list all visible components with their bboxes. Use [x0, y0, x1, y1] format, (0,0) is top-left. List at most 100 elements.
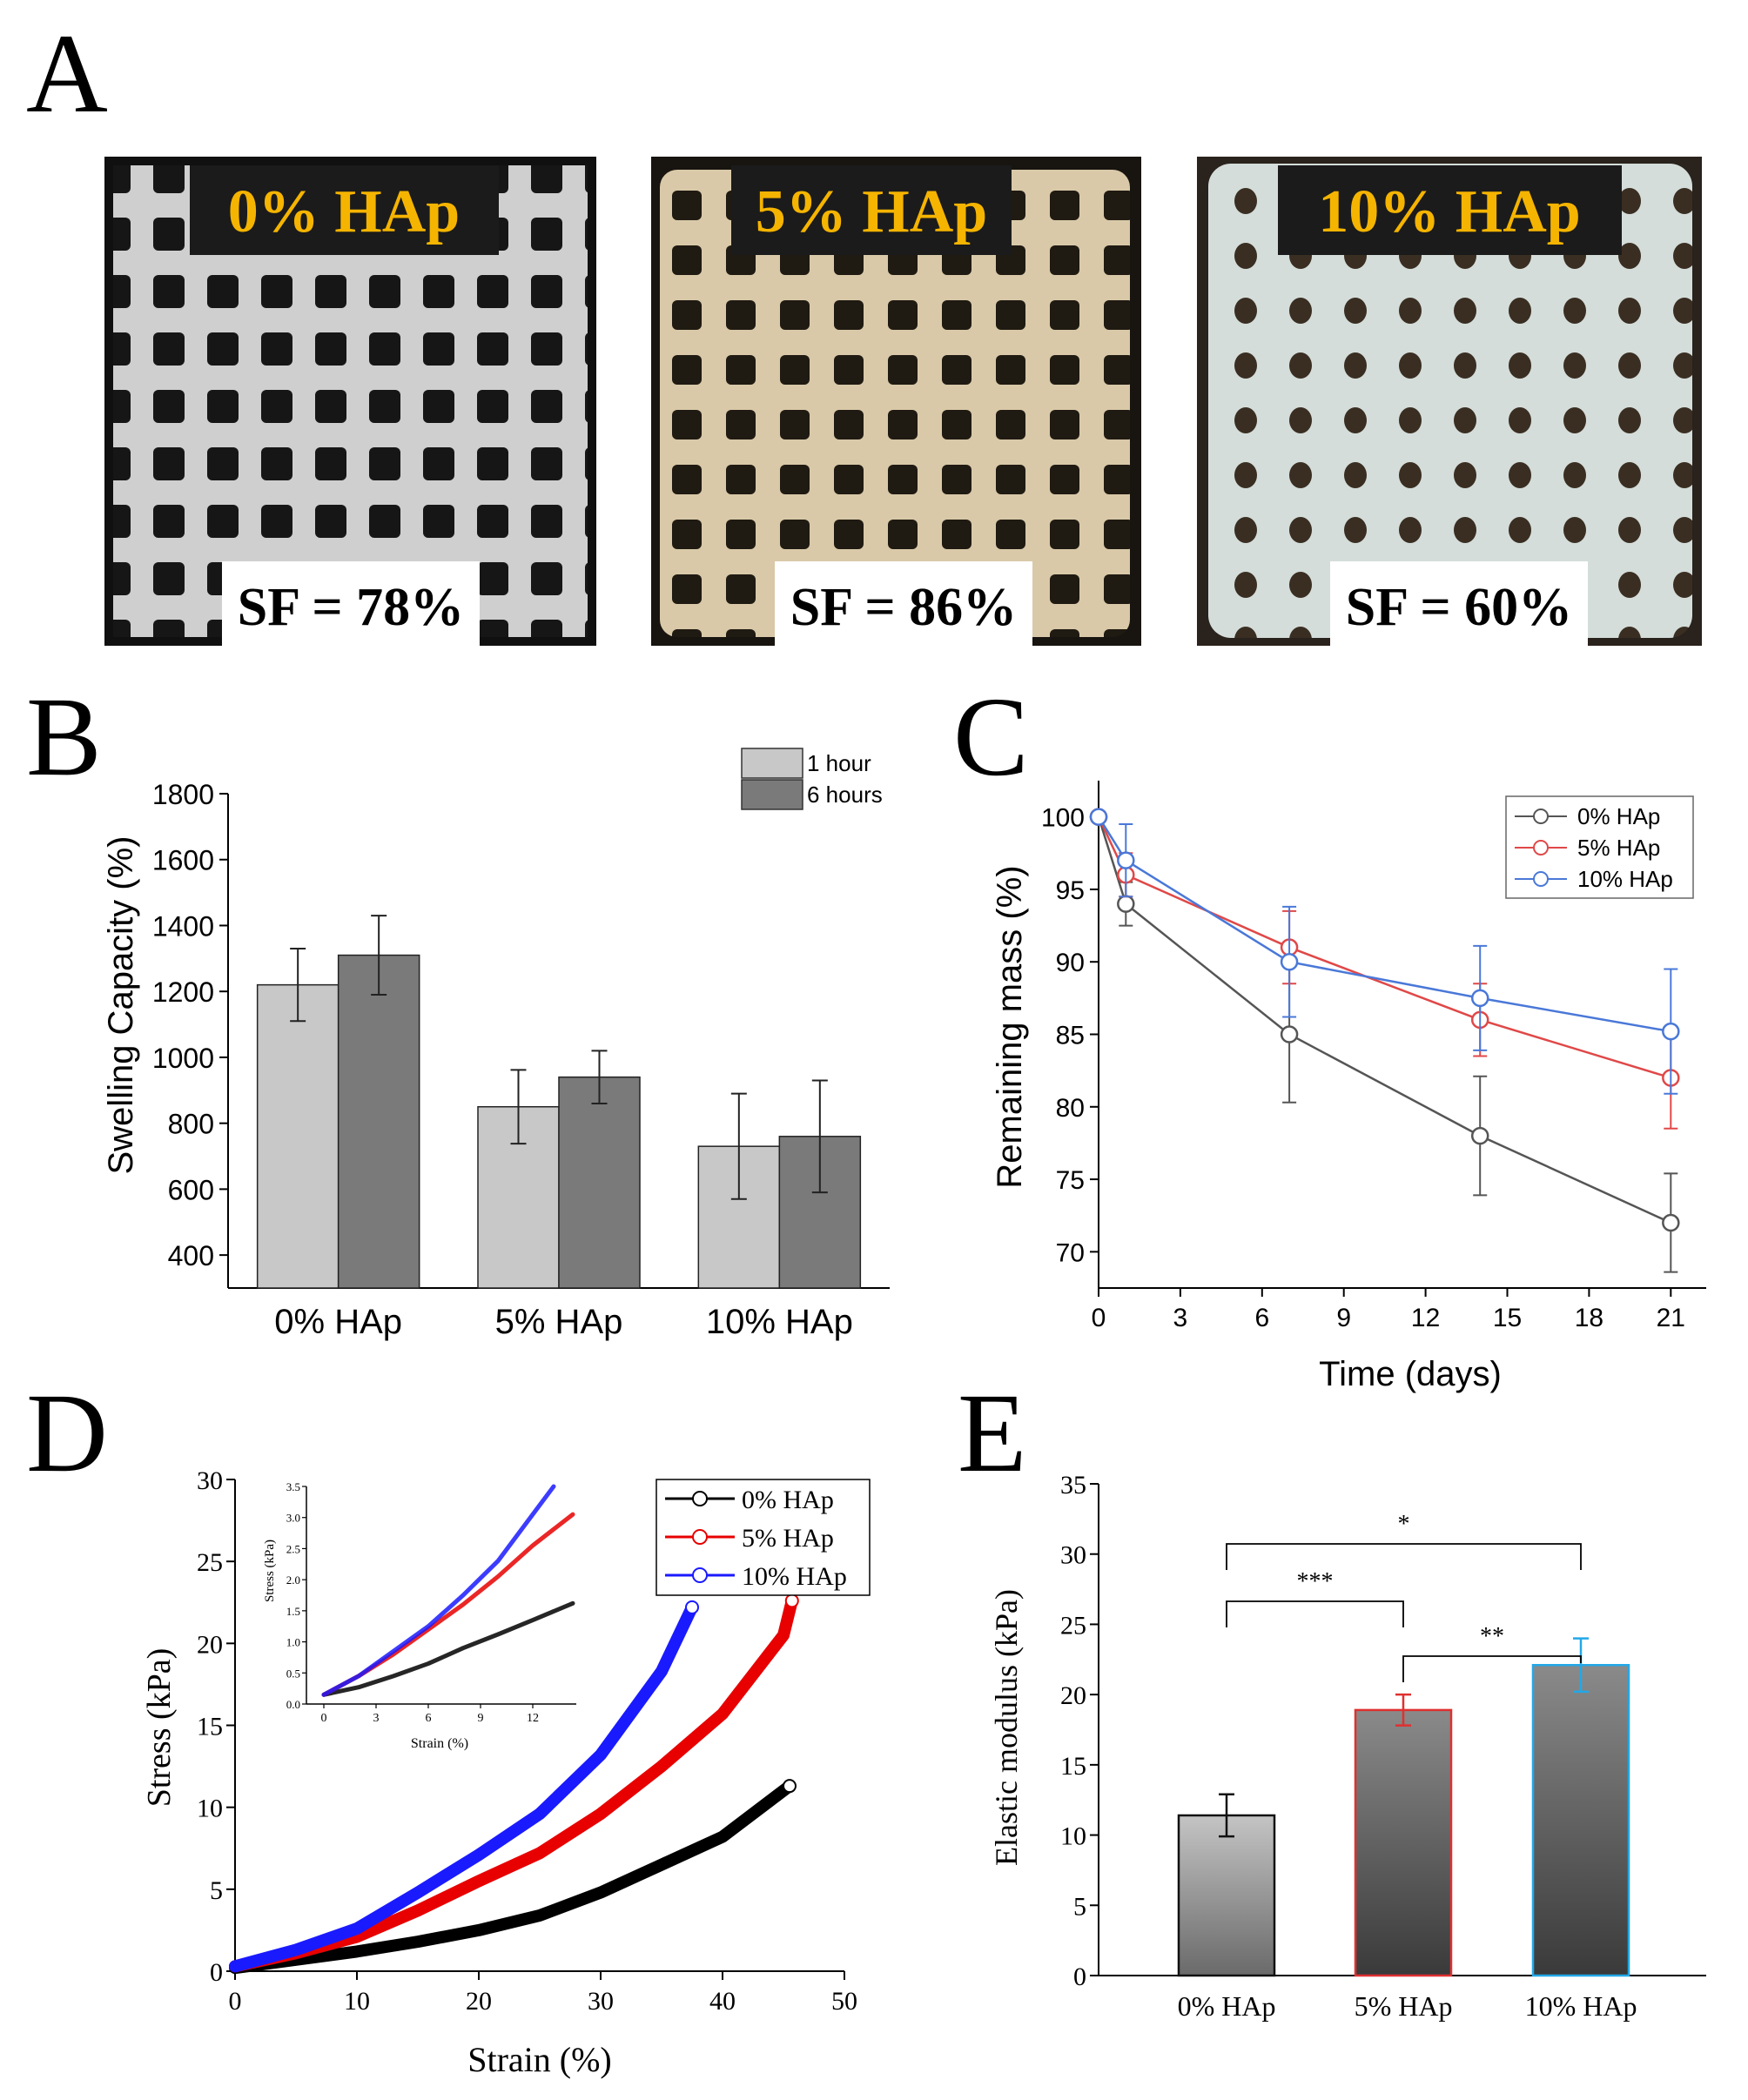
y-tick-label: 90 [1056, 949, 1085, 977]
y-tick-label: 95 [1056, 876, 1085, 905]
legend-label-d-0: 0% HAp [742, 1486, 834, 1514]
y-tick-label: 400 [168, 1240, 214, 1271]
y-tick-label: 85 [1056, 1022, 1085, 1050]
x-tick-label: 30 [588, 1987, 614, 2016]
stress-curve [229, 1594, 798, 1973]
y-tick-label: 25 [197, 1548, 223, 1577]
y-tick-label: 15 [1060, 1752, 1086, 1781]
data-point [1117, 851, 1135, 869]
photo-label-5-hap: 5% HAp [756, 178, 987, 245]
x-tick-label: 12 [1411, 1304, 1440, 1332]
x-tick-label: 5% HAp [1355, 1990, 1453, 2022]
bar [256, 983, 340, 1289]
data-point [1089, 808, 1108, 826]
inset-x-tick-label: 0 [321, 1712, 327, 1725]
inset-x-tick-label: 6 [426, 1712, 432, 1725]
significance-bracket [1402, 1655, 1582, 1682]
chart-b-legend: 1 hour 6 hours [740, 747, 893, 811]
photo-10-hap: 10% HAp SF = 60% [1197, 157, 1702, 648]
curve-end-marker [783, 1779, 797, 1794]
x-tick-label: 0% HAp [274, 1303, 402, 1341]
curve-end-marker [685, 1600, 699, 1614]
legend-marker-c-0 [1533, 808, 1549, 824]
legend-label-d-1: 5% HAp [742, 1524, 834, 1553]
y-tick-label: 1200 [152, 976, 214, 1008]
inset-background [306, 1486, 576, 1704]
chart-b-ylabel: Swelling Capacity (%) [102, 835, 140, 1174]
panel-label-b: B [26, 674, 102, 800]
y-tick-label: 1600 [152, 845, 214, 876]
y-tick-label: 20 [1060, 1681, 1086, 1710]
inset-y-tick-label: 3.5 [286, 1480, 300, 1493]
x-tick-label: 10 [344, 1987, 370, 2016]
data-point [1117, 895, 1135, 913]
x-tick-label: 9 [1336, 1304, 1351, 1332]
y-tick-label: 25 [1060, 1611, 1086, 1640]
x-tick-label: 6 [1254, 1304, 1269, 1332]
legend-label-1-hour: 1 hour [807, 750, 871, 776]
y-tick-label: 10 [1060, 1822, 1086, 1851]
sf-label-0-hap: SF = 78% [238, 578, 464, 637]
significance-bracket [1226, 1600, 1404, 1627]
x-tick-label: 50 [831, 1987, 857, 2016]
bar [1531, 1663, 1630, 1977]
chart-d-inset: 0.0 0.5 1.0 1.5 2.0 2.5 3.0 3.5 0 3 6 9 12 [286, 1480, 576, 1725]
y-tick-label: 1000 [152, 1043, 214, 1074]
panel-label-a: A [26, 11, 108, 137]
sf-label-10-hap: SF = 60% [1346, 578, 1572, 637]
inset-y-tick-label: 1.5 [286, 1605, 300, 1618]
legend-swatch-1-hour [741, 748, 803, 779]
data-point [1280, 1025, 1299, 1043]
y-tick-label: 1400 [152, 910, 214, 942]
y-tick-label: 1800 [152, 779, 214, 810]
photo-0-hap: 0% HAp SF = 78% [104, 157, 596, 648]
chart-d-legend: 0% HAp 5% HAp 10% HAp [656, 1479, 871, 1596]
y-tick-label: 5 [210, 1876, 223, 1905]
x-tick-label: 0 [229, 1987, 242, 2016]
legend-marker-c-2 [1533, 871, 1549, 887]
data-point [1662, 1022, 1680, 1041]
curve-end-marker [784, 1593, 799, 1608]
inset-y-tick-label: 0.5 [286, 1667, 300, 1680]
x-tick-label: 10% HAp [1525, 1990, 1637, 2022]
inset-y-tick-label: 0.0 [286, 1698, 300, 1711]
sf-label-5-hap: SF = 86% [790, 578, 1017, 637]
y-tick-label: 35 [1060, 1471, 1086, 1500]
chart-d-xlabel: Strain (%) [467, 2040, 612, 2079]
chart-c-legend: 0% HAp 5% HAp 10% HAp [1505, 795, 1694, 899]
panel-label-d: D [26, 1371, 108, 1496]
data-point [1470, 1126, 1489, 1145]
bar [1177, 1814, 1276, 1977]
x-tick-label: 0 [1092, 1304, 1106, 1332]
x-tick-label: 18 [1575, 1304, 1603, 1332]
data-point [1280, 952, 1299, 971]
significance-label: * [1398, 1511, 1410, 1538]
chart-d-ylabel: Stress (kPa) [141, 1648, 178, 1808]
legend-marker-d-0 [692, 1491, 708, 1506]
legend-label-c-2: 10% HAp [1577, 866, 1673, 892]
chart-d-inset-xlabel: Strain (%) [411, 1736, 468, 1751]
chart-c-ylabel: Remaining mass (%) [991, 865, 1029, 1188]
y-tick-label: 0 [1073, 1962, 1086, 1991]
photo-label-0-hap: 0% HAp [228, 178, 460, 245]
y-tick-label: 80 [1056, 1094, 1085, 1123]
x-tick-label: 0% HAp [1178, 1990, 1276, 2022]
photo-5-hap: 5% HAp SF = 86% [651, 157, 1141, 648]
inset-y-tick-label: 2.0 [286, 1573, 300, 1587]
inset-y-tick-label: 2.5 [286, 1542, 300, 1555]
chart-d-inset-ylabel: Stress (kPa) [263, 1540, 277, 1602]
y-tick-label: 75 [1056, 1166, 1085, 1195]
x-tick-label: 15 [1493, 1304, 1522, 1332]
panel-label-c: C [953, 674, 1029, 800]
inset-x-tick-label: 3 [373, 1712, 380, 1725]
significance-label: *** [1297, 1568, 1334, 1595]
y-tick-label: 70 [1056, 1238, 1085, 1267]
inset-curve [321, 1600, 575, 1697]
y-tick-label: 20 [197, 1630, 223, 1659]
data-point [1470, 989, 1489, 1008]
legend-label-c-1: 5% HAp [1577, 835, 1660, 861]
chart-c-degradation: 70 75 80 85 90 95 100 0 3 6 9 12 15 18 21 [1041, 781, 1706, 1332]
legend-marker-c-1 [1533, 840, 1549, 855]
